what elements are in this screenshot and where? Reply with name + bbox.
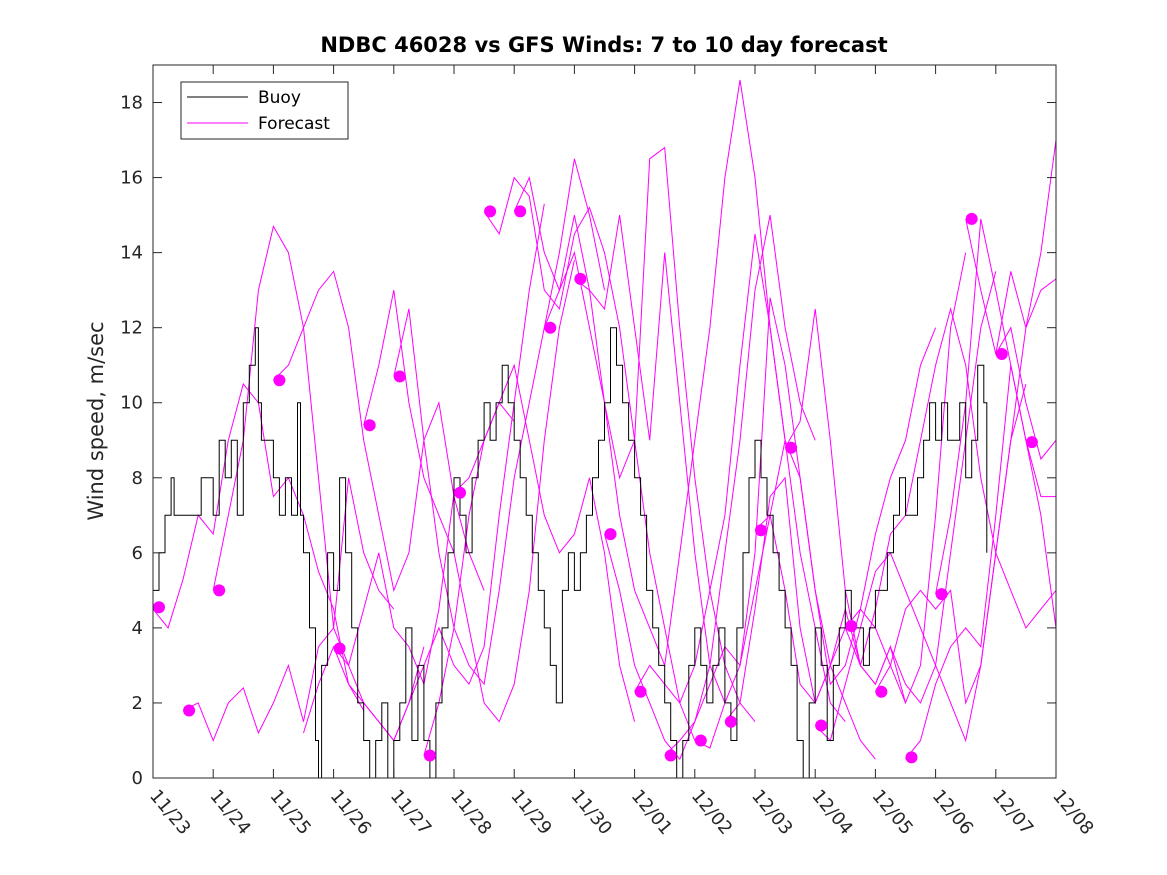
forecast-series-line-20 — [784, 271, 997, 704]
forecast-marker-14 — [634, 685, 647, 698]
forecast-marker-23 — [905, 751, 918, 764]
forecast-marker-16 — [694, 734, 707, 747]
legend-buoy-label: Buoy — [258, 88, 301, 108]
y-axis-label: Wind speed, m/sec — [84, 321, 108, 520]
forecast-series-line-8 — [393, 158, 605, 686]
forecast-marker-3 — [273, 374, 286, 387]
forecast-marker-24 — [935, 588, 948, 601]
forecast-marker-6 — [393, 370, 406, 383]
forecast-marker-9 — [484, 205, 497, 218]
forecast-marker-7 — [423, 749, 436, 762]
forecast-series-line-15 — [634, 233, 846, 723]
forecast-series-line-13 — [574, 79, 786, 668]
forecast-series-line-16 — [664, 297, 876, 760]
forecast-series-line-18 — [724, 327, 937, 723]
forecast-markers-group — [153, 205, 1038, 764]
forecast-marker-0 — [153, 601, 165, 614]
forecast-marker-10 — [514, 205, 527, 218]
forecast-marker-18 — [755, 524, 767, 537]
legend-box — [180, 81, 349, 140]
y-tick-label: 14 — [120, 243, 143, 264]
legend-forecast-label: Forecast — [258, 114, 330, 134]
forecast-series-group — [152, 79, 1057, 761]
forecast-series-line-6 — [333, 203, 545, 742]
forecast-series-line-2 — [182, 477, 395, 742]
forecast-marker-25 — [965, 212, 978, 225]
forecast-marker-27 — [1025, 436, 1038, 449]
y-tick-label: 12 — [120, 318, 143, 339]
forecast-marker-12 — [574, 272, 587, 285]
forecast-marker-1 — [183, 704, 196, 717]
axes-box — [152, 64, 1057, 779]
forecast-series-line-24 — [905, 365, 1057, 760]
forecast-marker-11 — [544, 321, 557, 334]
forecast-series-line-25 — [935, 218, 1056, 595]
y-tick-label: 16 — [120, 168, 143, 189]
forecast-marker-26 — [995, 348, 1008, 360]
forecast-marker-19 — [785, 441, 798, 454]
y-tick-label: 0 — [132, 768, 143, 789]
forecast-series-line-14 — [604, 215, 816, 761]
forecast-series-line-10 — [483, 176, 696, 741]
legend: Buoy Forecast — [180, 81, 349, 140]
forecast-marker-22 — [875, 685, 888, 698]
buoy-series-line — [153, 327, 988, 779]
y-tick-label: 8 — [132, 468, 143, 489]
forecast-marker-21 — [845, 620, 858, 632]
forecast-marker-17 — [724, 715, 737, 728]
forecast-marker-5 — [363, 419, 376, 432]
forecast-marker-15 — [664, 749, 677, 762]
y-axis-ticks: 0 2 4 6 8 10 12 14 16 18 — [120, 93, 1056, 789]
forecast-marker-13 — [604, 528, 617, 541]
forecast-marker-20 — [815, 719, 828, 732]
buoy-series-group — [153, 327, 988, 779]
forecast-marker-2 — [213, 584, 226, 597]
forecast-series-line-27 — [995, 140, 1057, 355]
y-tick-label: 18 — [120, 93, 143, 114]
y-tick-label: 6 — [132, 543, 143, 564]
y-tick-label: 10 — [120, 393, 143, 414]
forecast-series-line-26 — [965, 218, 1057, 461]
forecast-series-line-4 — [273, 270, 485, 593]
forecast-series-line-22 — [844, 306, 1057, 667]
chart-title: NDBC 46028 vs GFS Winds: 7 to 10 day for… — [320, 33, 887, 57]
y-tick-label: 4 — [132, 618, 143, 639]
forecast-marker-4 — [333, 642, 346, 655]
forecast-series-line-11 — [513, 175, 726, 704]
forecast-marker-8 — [454, 486, 466, 499]
forecast-series-line-9 — [423, 363, 636, 756]
y-tick-label: 2 — [132, 693, 143, 714]
